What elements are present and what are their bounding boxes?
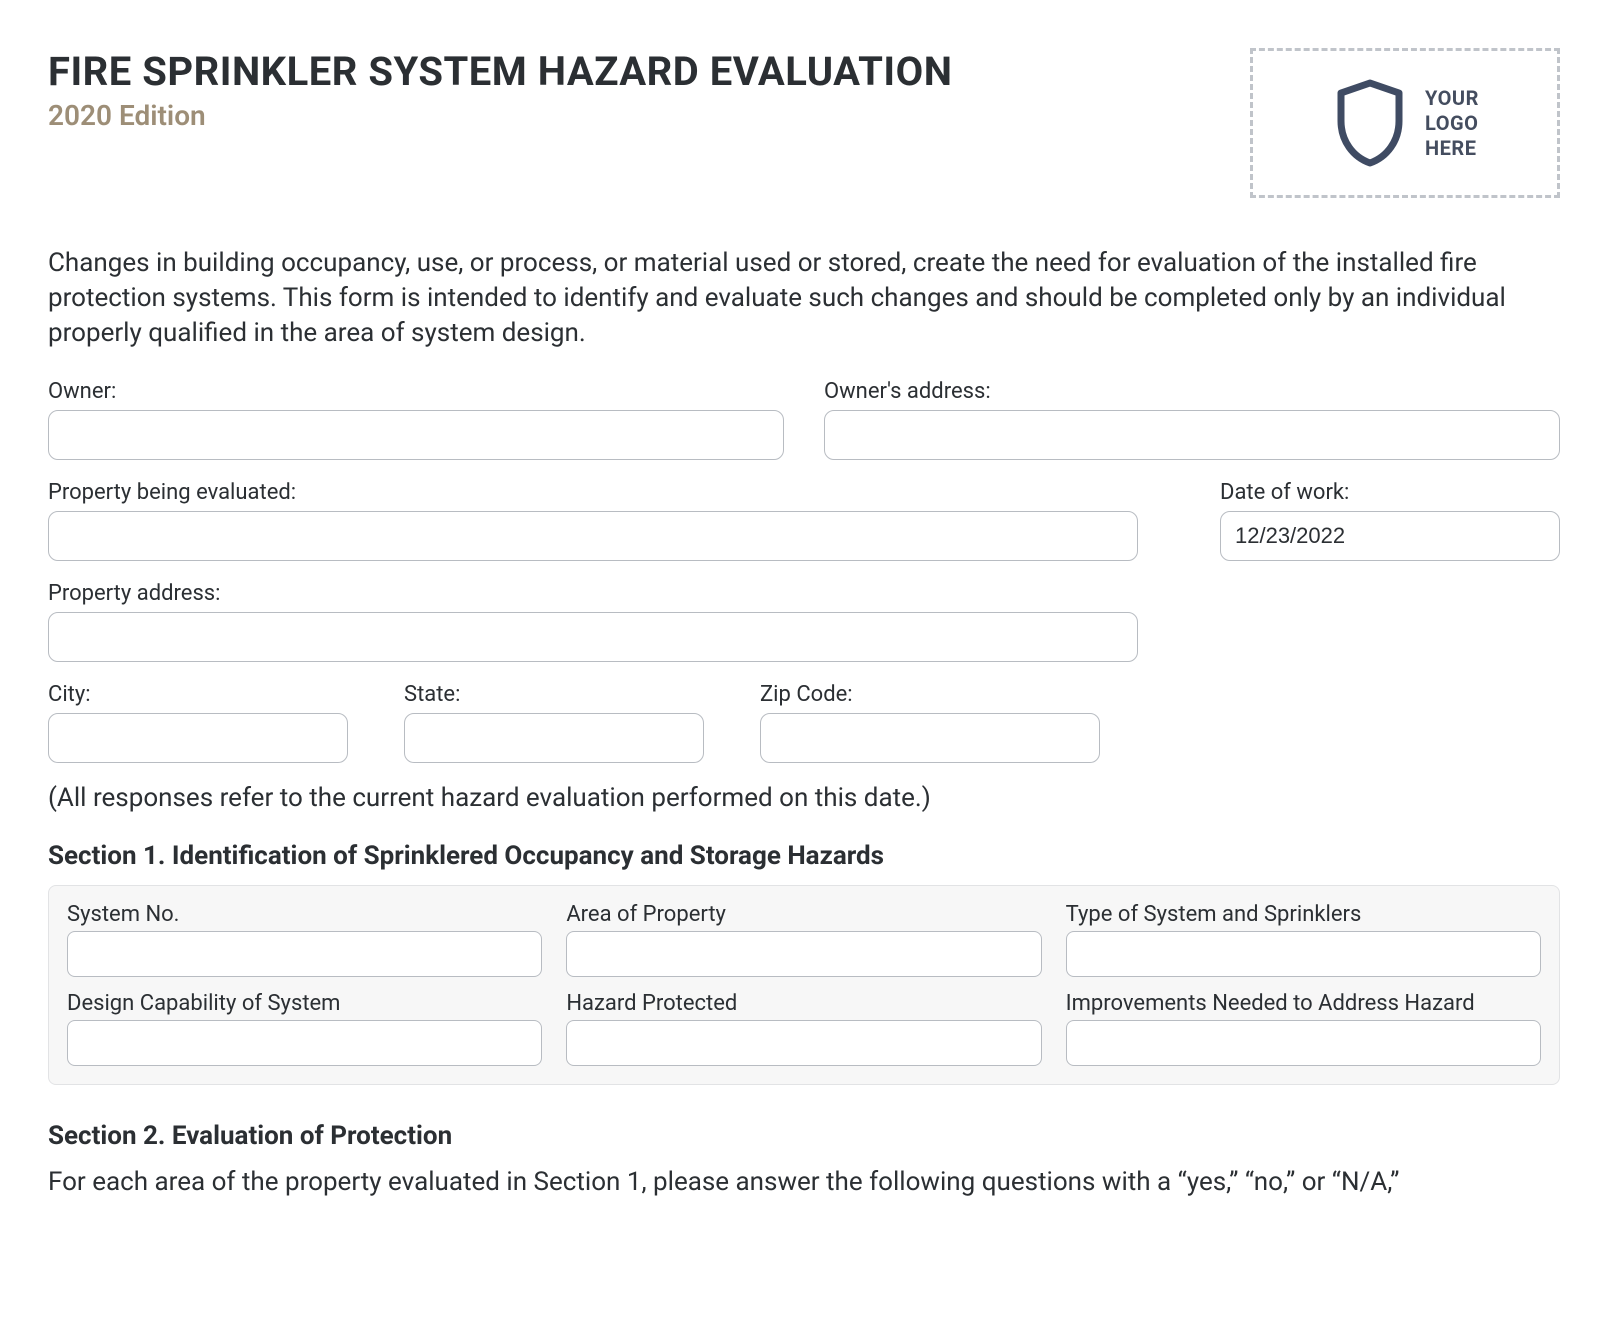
zip-input[interactable] (760, 713, 1100, 763)
system-no-label: System No. (67, 902, 542, 927)
date-label: Date of work: (1220, 480, 1560, 505)
owner-input[interactable] (48, 410, 784, 460)
cell-type: Type of System and Sprinklers (1066, 902, 1541, 977)
field-zip: Zip Code: (760, 682, 1100, 763)
property-address-input[interactable] (48, 612, 1138, 662)
field-property: Property being evaluated: (48, 480, 1138, 561)
cell-design: Design Capability of System (67, 991, 542, 1066)
logo-text-line: HERE (1425, 136, 1479, 161)
date-input[interactable] (1220, 511, 1560, 561)
field-owner: Owner: (48, 379, 784, 460)
area-label: Area of Property (566, 902, 1041, 927)
type-label: Type of System and Sprinklers (1066, 902, 1541, 927)
state-label: State: (404, 682, 704, 707)
owner-label: Owner: (48, 379, 784, 404)
logo-text-line: LOGO (1425, 111, 1479, 136)
field-state: State: (404, 682, 704, 763)
section1-grid: System No. Area of Property Type of Syst… (67, 902, 1541, 1066)
section1-title: Section 1. Identification of Sprinklered… (48, 841, 1560, 871)
area-input[interactable] (566, 931, 1041, 977)
property-label: Property being evaluated: (48, 480, 1138, 505)
section2-body: For each area of the property evaluated … (48, 1165, 1560, 1200)
system-no-input[interactable] (67, 931, 542, 977)
title-block: FIRE SPRINKLER SYSTEM HAZARD EVALUATION … (48, 48, 952, 132)
cell-area: Area of Property (566, 902, 1041, 977)
row-property-address: Property address: (48, 581, 1560, 662)
hazard-input[interactable] (566, 1020, 1041, 1066)
field-property-address: Property address: (48, 581, 1138, 662)
design-input[interactable] (67, 1020, 542, 1066)
improvements-label: Improvements Needed to Address Hazard (1066, 991, 1541, 1016)
header-row: FIRE SPRINKLER SYSTEM HAZARD EVALUATION … (48, 48, 1560, 198)
field-date: Date of work: (1220, 480, 1560, 561)
field-city: City: (48, 682, 348, 763)
hazard-label: Hazard Protected (566, 991, 1041, 1016)
section2-title: Section 2. Evaluation of Protection (48, 1121, 1560, 1151)
row-city-state-zip: City: State: Zip Code: (48, 682, 1560, 763)
property-input[interactable] (48, 511, 1138, 561)
improvements-input[interactable] (1066, 1020, 1541, 1066)
logo-placeholder[interactable]: YOUR LOGO HERE (1250, 48, 1560, 198)
row-property-date: Property being evaluated: Date of work: (48, 480, 1560, 561)
owner-address-input[interactable] (824, 410, 1560, 460)
cell-system-no: System No. (67, 902, 542, 977)
owner-address-label: Owner's address: (824, 379, 1560, 404)
row-owner: Owner: Owner's address: (48, 379, 1560, 460)
responses-note: (All responses refer to the current haza… (48, 783, 1560, 813)
logo-text-line: YOUR (1425, 86, 1479, 111)
section1-box: System No. Area of Property Type of Syst… (48, 885, 1560, 1085)
intro-paragraph: Changes in building occupancy, use, or p… (48, 246, 1560, 351)
logo-text: YOUR LOGO HERE (1425, 86, 1479, 161)
design-label: Design Capability of System (67, 991, 542, 1016)
shield-icon (1331, 77, 1409, 169)
edition-label: 2020 Edition (48, 99, 952, 132)
city-label: City: (48, 682, 348, 707)
property-address-label: Property address: (48, 581, 1138, 606)
city-input[interactable] (48, 713, 348, 763)
type-input[interactable] (1066, 931, 1541, 977)
page-title: FIRE SPRINKLER SYSTEM HAZARD EVALUATION (48, 48, 952, 95)
field-owner-address: Owner's address: (824, 379, 1560, 460)
state-input[interactable] (404, 713, 704, 763)
cell-hazard: Hazard Protected (566, 991, 1041, 1066)
cell-improvements: Improvements Needed to Address Hazard (1066, 991, 1541, 1066)
zip-label: Zip Code: (760, 682, 1100, 707)
